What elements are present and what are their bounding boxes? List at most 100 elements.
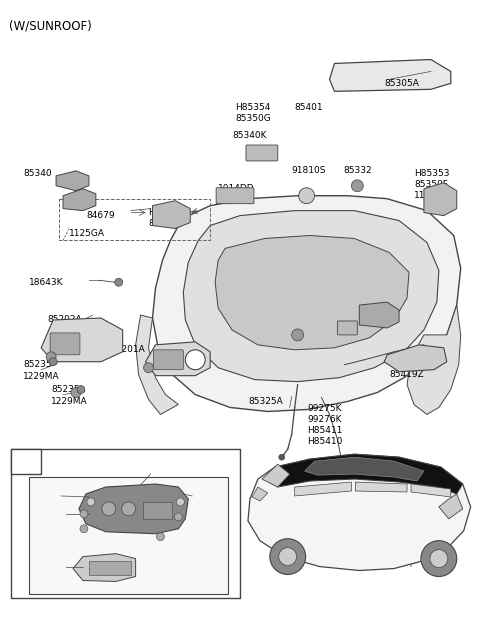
Polygon shape [41, 318, 123, 362]
Text: 1125GA: 1125GA [414, 191, 450, 200]
Text: 92811D: 92811D [31, 567, 67, 576]
Text: 85419H: 85419H [389, 358, 424, 367]
Polygon shape [153, 201, 190, 228]
Text: 87071: 87071 [39, 556, 68, 565]
Circle shape [77, 385, 85, 394]
Bar [12, 449, 41, 474]
Text: 91810S: 91810S [292, 166, 326, 175]
Polygon shape [262, 464, 290, 487]
Circle shape [430, 550, 448, 567]
Text: 85332: 85332 [43, 495, 72, 504]
Text: 1030AD: 1030AD [194, 495, 230, 504]
FancyBboxPatch shape [216, 188, 254, 204]
Text: 1125GA: 1125GA [69, 228, 105, 237]
Text: H85411: H85411 [308, 426, 343, 436]
Text: 84679: 84679 [86, 211, 115, 219]
Circle shape [279, 454, 285, 460]
Text: 1229MA: 1229MA [51, 396, 88, 406]
Text: 18647F: 18647F [166, 533, 199, 542]
Text: 18643K: 18643K [29, 278, 64, 287]
Polygon shape [248, 454, 471, 570]
Polygon shape [215, 235, 409, 350]
Circle shape [421, 541, 457, 576]
Circle shape [49, 358, 57, 366]
Text: 85419Z: 85419Z [389, 370, 424, 378]
Polygon shape [56, 171, 89, 191]
Text: 85340: 85340 [23, 169, 52, 178]
Bar [89, 560, 131, 574]
Circle shape [185, 350, 205, 370]
Circle shape [71, 387, 81, 398]
Polygon shape [384, 345, 447, 371]
Text: A: A [192, 359, 198, 368]
Text: H85352: H85352 [148, 207, 184, 217]
Polygon shape [153, 196, 461, 411]
Circle shape [122, 502, 136, 516]
Text: 85350F: 85350F [414, 180, 448, 189]
Polygon shape [424, 183, 457, 216]
FancyBboxPatch shape [154, 350, 183, 370]
Text: 99275K: 99275K [308, 404, 342, 413]
Text: 85235: 85235 [23, 360, 52, 369]
Circle shape [351, 180, 363, 191]
Text: 85201A: 85201A [111, 345, 145, 354]
Text: 85332: 85332 [343, 166, 372, 175]
Circle shape [102, 502, 116, 516]
Polygon shape [73, 553, 136, 581]
Text: 85350E: 85350E [148, 219, 183, 228]
Text: 92815E: 92815E [31, 514, 65, 523]
Bar [12, 449, 240, 598]
Polygon shape [407, 305, 461, 415]
Text: 84745D: 84745D [31, 577, 67, 586]
Polygon shape [183, 211, 439, 382]
Circle shape [46, 352, 56, 362]
Circle shape [115, 278, 123, 286]
Bar [29, 477, 228, 595]
Text: 85340K: 85340K [232, 131, 266, 140]
Circle shape [144, 363, 154, 373]
Text: 85340J: 85340J [360, 308, 391, 317]
Circle shape [80, 525, 88, 533]
Bar [143, 502, 172, 519]
Text: 92800Z: 92800Z [136, 462, 170, 471]
Polygon shape [252, 487, 268, 501]
Polygon shape [63, 189, 96, 211]
Circle shape [174, 513, 182, 521]
Text: H85353: H85353 [414, 169, 449, 178]
Polygon shape [145, 342, 210, 376]
Polygon shape [360, 302, 399, 328]
Text: (W/SUNROOF): (W/SUNROOF) [9, 20, 92, 32]
Text: 85202A: 85202A [47, 315, 82, 324]
Text: 85235: 85235 [51, 385, 80, 394]
Circle shape [156, 533, 165, 541]
Text: 85325A: 85325A [248, 396, 283, 406]
Polygon shape [79, 484, 188, 534]
Circle shape [299, 188, 314, 204]
Text: 1014DD: 1014DD [348, 320, 384, 329]
Polygon shape [355, 482, 407, 492]
Text: 18645A: 18645A [166, 544, 200, 553]
Text: 1229MA: 1229MA [23, 371, 60, 381]
Circle shape [292, 329, 304, 341]
Polygon shape [136, 315, 179, 415]
Text: 18645A: 18645A [39, 537, 74, 546]
Text: 85401: 85401 [295, 103, 324, 112]
Text: 1125GA: 1125GA [282, 342, 318, 351]
Text: 18647F: 18647F [39, 526, 73, 535]
Text: 85350D: 85350D [288, 328, 324, 337]
FancyBboxPatch shape [50, 333, 80, 355]
FancyBboxPatch shape [337, 321, 357, 335]
Polygon shape [439, 494, 463, 519]
Polygon shape [411, 484, 451, 497]
Text: 99276K: 99276K [308, 415, 342, 424]
Polygon shape [295, 482, 351, 496]
Circle shape [176, 498, 184, 506]
Circle shape [87, 498, 95, 506]
Text: A: A [22, 451, 31, 461]
Circle shape [80, 510, 88, 518]
Polygon shape [265, 454, 463, 494]
Text: 1220AH: 1220AH [183, 514, 219, 523]
Circle shape [279, 548, 297, 565]
Text: H85410: H85410 [308, 438, 343, 446]
FancyBboxPatch shape [246, 145, 278, 161]
